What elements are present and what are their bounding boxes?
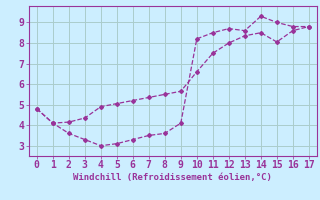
X-axis label: Windchill (Refroidissement éolien,°C): Windchill (Refroidissement éolien,°C): [73, 173, 272, 182]
